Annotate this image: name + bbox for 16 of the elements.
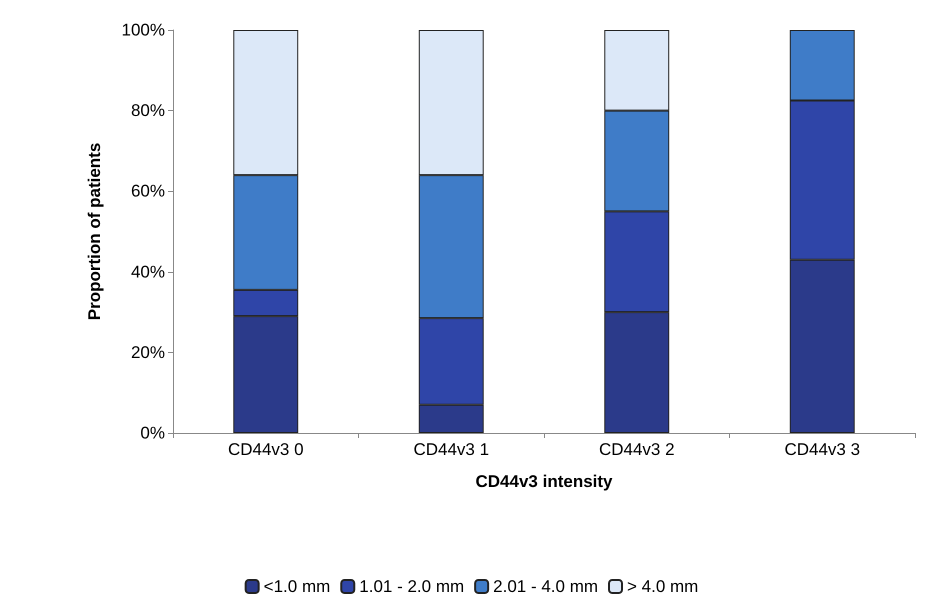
- y-tick-label: 0%: [140, 424, 165, 442]
- x-tick-label: CD44v3 2: [598, 440, 675, 459]
- y-tick-label: 100%: [122, 20, 165, 40]
- legend-label: > 4.0 mm: [627, 577, 698, 596]
- x-axis-title: CD44v3 intensity: [476, 472, 614, 491]
- x-tick-label: CD44v3 1: [413, 440, 490, 459]
- legend-label: <1.0 mm: [264, 577, 330, 596]
- y-tick-label: 80%: [130, 101, 165, 120]
- y-tick-label: 20%: [130, 342, 165, 362]
- y-tick-label: 60%: [130, 182, 165, 201]
- legend-label: 1.01 - 2.0 mm: [359, 577, 464, 596]
- y-tick-label: 40%: [130, 262, 165, 282]
- x-tick-label: CD44v3 3: [784, 440, 860, 459]
- legend-label: 2.01 - 4.0 mm: [493, 577, 598, 596]
- x-tick-label: CD44v3 0: [228, 440, 304, 459]
- y-axis-title: Proportion of patients: [85, 142, 104, 320]
